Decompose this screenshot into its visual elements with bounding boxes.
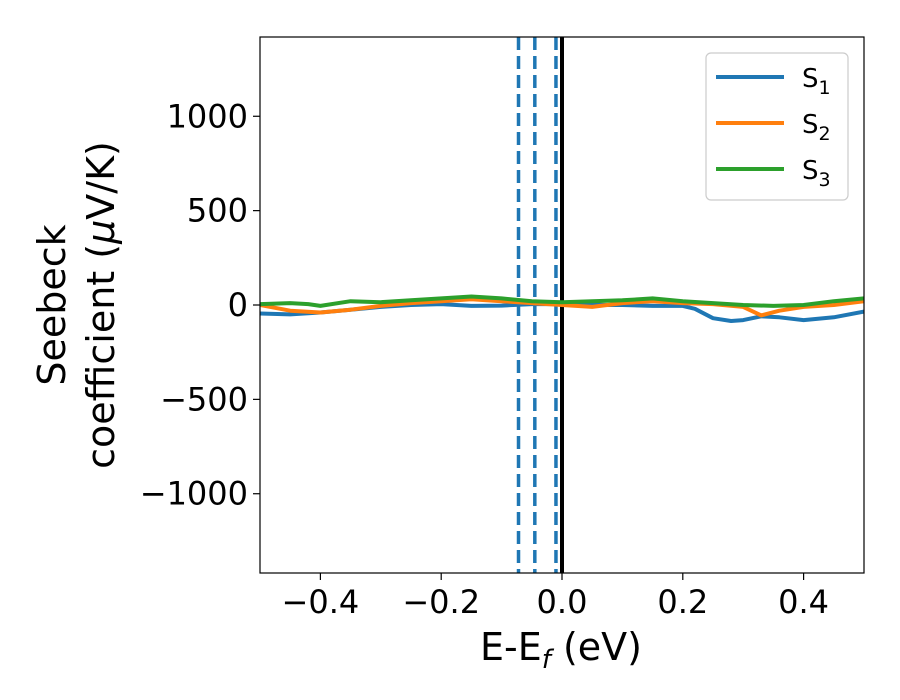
legend-label-2-main: S bbox=[802, 110, 819, 140]
series-group bbox=[260, 294, 864, 323]
y-axis-title-line2: coefficient ( bbox=[79, 244, 123, 469]
y-tick-label-5: 1000 bbox=[167, 97, 248, 135]
y-axis-title-line1: Seebeck bbox=[30, 224, 74, 385]
y-axis-title-mu: μ bbox=[79, 220, 123, 245]
legend-label-1-main: S bbox=[802, 64, 819, 94]
y-axis-title-unit: V/K) bbox=[79, 141, 123, 220]
y-tick-label-4: 500 bbox=[187, 192, 248, 230]
x-axis-title-unit: (eV) bbox=[551, 625, 642, 669]
series-line-2 bbox=[260, 297, 864, 318]
y-axis-title-2: coefficient (μV/K) bbox=[79, 141, 123, 469]
x-tick-label-1: −0.4 bbox=[282, 583, 360, 621]
legend-label-3-sub: 3 bbox=[819, 169, 831, 191]
x-tick-label-4: 0.2 bbox=[657, 583, 708, 621]
legend-label-3: S3 bbox=[802, 156, 831, 191]
legend-label-3-main: S bbox=[802, 156, 819, 186]
x-axis-title: E-Ef (eV) bbox=[480, 625, 642, 675]
x-axis-title-main: E-E bbox=[480, 625, 542, 669]
legend-label-1-sub: 1 bbox=[819, 77, 831, 99]
legend-box bbox=[705, 52, 849, 201]
plot-area: −0.4 −0.2 0.0 0.2 0.4 −1000 −500 0 500 1000 bbox=[140, 36, 865, 621]
y-tick-label-3: 0 bbox=[228, 286, 248, 324]
x-tick-label-2: −0.2 bbox=[402, 583, 480, 621]
y-axis-title: Seebeck bbox=[30, 224, 74, 385]
x-tick-label-3: 0.0 bbox=[537, 583, 588, 621]
series-line-3 bbox=[260, 294, 864, 308]
y-tick-label-2: −500 bbox=[160, 380, 248, 418]
legend-label-1: S1 bbox=[802, 64, 831, 99]
y-tick-label-1: −1000 bbox=[140, 475, 248, 513]
legend-label-2: S2 bbox=[802, 110, 831, 145]
legend-label-2-sub: 2 bbox=[819, 123, 831, 145]
x-tick-label-5: 0.4 bbox=[778, 583, 829, 621]
